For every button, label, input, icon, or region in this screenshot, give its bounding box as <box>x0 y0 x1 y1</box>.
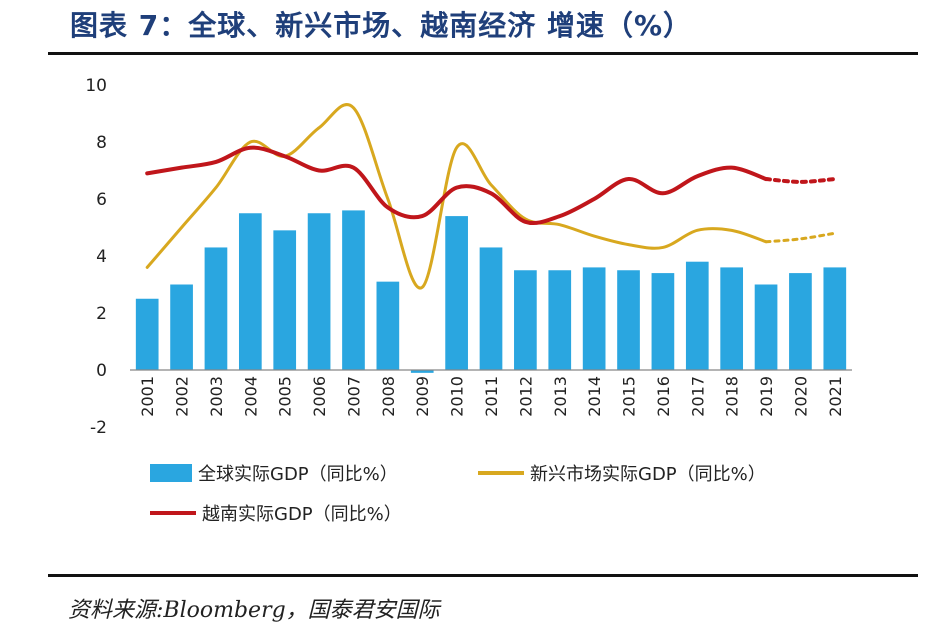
bottom-rule <box>48 574 918 577</box>
bar-global-2020 <box>789 273 812 370</box>
bar-global-2006 <box>307 213 331 370</box>
bar-global-2018 <box>720 267 744 370</box>
bar-global-2001 <box>135 298 159 370</box>
bar-global-2016 <box>651 273 675 370</box>
x-tick-label: 2017 <box>688 376 707 417</box>
x-tick-label: 2009 <box>413 376 432 417</box>
bar-global-2014 <box>582 267 606 370</box>
line-vietnam <box>145 145 769 226</box>
x-tick-label: 2007 <box>344 376 363 417</box>
source-note: 资料来源:Bloomberg，国泰君安国际 <box>68 598 440 623</box>
legend-label-global: 全球实际GDP（同比%） <box>198 464 398 485</box>
bar-global-2021 <box>823 267 847 370</box>
bar-global-2012 <box>514 270 537 370</box>
bar-global-2004 <box>238 213 262 370</box>
bar-global-2005 <box>273 230 297 370</box>
x-tick-label: 2021 <box>826 376 845 417</box>
legend-item-vietnam: 越南实际GDP（同比%） <box>150 500 402 526</box>
bar-global-2015 <box>617 270 640 370</box>
x-tick-label: 2008 <box>379 376 398 417</box>
x-tick-label: 2016 <box>654 376 673 417</box>
x-tick-label: 2002 <box>173 376 192 417</box>
line-vietnam-forecast <box>764 177 837 184</box>
x-tick-label: 2020 <box>791 376 810 417</box>
bar-global-2010 <box>445 216 468 370</box>
bar-global-2008 <box>376 281 400 370</box>
legend-label-emerging: 新兴市场实际GDP（同比%） <box>530 464 766 485</box>
legend-item-emerging: 新兴市场实际GDP（同比%） <box>478 460 766 486</box>
x-tick-label: 2019 <box>757 376 776 417</box>
legend-swatch-vietnam <box>150 511 196 515</box>
legend-label-vietnam: 越南实际GDP（同比%） <box>202 504 402 525</box>
x-tick-label: 2006 <box>310 376 329 417</box>
x-tick-label: 2013 <box>551 376 570 417</box>
x-tick-label: 2005 <box>276 376 295 417</box>
bar-global-2003 <box>204 247 228 370</box>
legend-item-global: 全球实际GDP（同比%） <box>150 460 398 486</box>
legend-swatch-bar <box>150 464 192 482</box>
x-tick-label: 2015 <box>620 376 639 417</box>
y-tick-label: -2 <box>90 418 107 438</box>
bar-global-2013 <box>548 270 572 370</box>
chart-title: 图表 7：全球、新兴市场、越南经济 增速（%） <box>70 9 693 42</box>
line-emerging-forecast <box>764 231 837 244</box>
bar-global-2011 <box>479 247 503 370</box>
bar-global-2019 <box>754 284 778 370</box>
x-tick-label: 2018 <box>723 376 742 417</box>
x-tick-label: 2001 <box>138 376 157 417</box>
x-tick-label: 2011 <box>482 376 501 417</box>
x-tick-label: 2004 <box>241 376 260 417</box>
x-tick-label: 2014 <box>585 376 604 417</box>
bar-global-2017 <box>685 261 709 370</box>
x-tick-label: 2012 <box>516 376 535 417</box>
bar-global-2002 <box>170 284 193 370</box>
y-tick-label: 6 <box>96 190 107 210</box>
y-tick-label: 0 <box>96 361 107 381</box>
line-emerging <box>145 103 768 290</box>
bar-global-2007 <box>342 210 365 370</box>
bar-global-2009 <box>410 370 434 373</box>
legend-swatch-emerging <box>478 471 524 475</box>
y-tick-label: 10 <box>85 76 107 96</box>
x-tick-label: 2003 <box>207 376 226 417</box>
y-tick-label: 4 <box>96 247 107 267</box>
y-tick-label: 8 <box>96 133 107 153</box>
top-rule <box>48 52 918 55</box>
y-tick-label: 2 <box>96 304 107 324</box>
x-tick-label: 2010 <box>448 376 467 417</box>
